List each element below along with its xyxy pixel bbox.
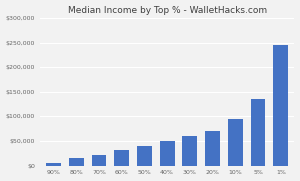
Bar <box>69 158 84 166</box>
Bar <box>137 146 152 166</box>
Bar <box>251 99 266 166</box>
Bar <box>114 150 129 166</box>
Bar <box>205 131 220 166</box>
Bar <box>46 163 61 166</box>
Bar <box>160 141 175 166</box>
Bar <box>228 119 243 166</box>
Bar <box>182 136 197 166</box>
Title: Median Income by Top % - WalletHacks.com: Median Income by Top % - WalletHacks.com <box>68 6 267 14</box>
Bar <box>92 155 106 166</box>
Bar <box>273 45 288 166</box>
